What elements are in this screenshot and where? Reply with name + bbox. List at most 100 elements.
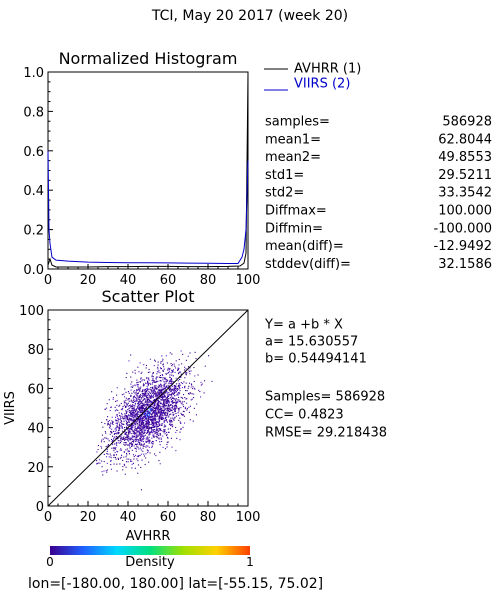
scatter-point: [150, 402, 152, 404]
scatter-point: [163, 385, 165, 387]
scatter-point: [179, 439, 181, 441]
scatter-point: [141, 415, 143, 417]
scatter-point: [134, 415, 136, 417]
scatter-point: [152, 407, 154, 409]
scatter-point: [148, 382, 150, 384]
scatter-point: [119, 425, 121, 427]
scatter-point: [120, 424, 122, 426]
scatter-point: [132, 426, 134, 428]
scatter-point: [130, 406, 132, 408]
scatter-point: [188, 385, 190, 387]
scatter-point: [188, 392, 190, 394]
scatter-point: [162, 405, 164, 407]
scatter-point: [162, 394, 164, 396]
scatter-point: [177, 368, 179, 370]
scatter-point: [140, 449, 142, 451]
scatter-point: [142, 445, 144, 447]
scatter-point: [178, 410, 180, 412]
scatter-point: [125, 406, 127, 408]
stat-value: 100.000: [438, 204, 492, 219]
scatter-point: [138, 435, 140, 437]
scatter-point: [151, 431, 153, 433]
scatter-point: [162, 358, 164, 360]
scatter-point: [162, 413, 164, 415]
scatter-point: [154, 421, 156, 423]
scatter-point: [153, 412, 155, 414]
scatter-point: [139, 400, 141, 402]
scatter-point: [111, 440, 113, 442]
scatter-point: [153, 417, 155, 419]
scatter-point: [160, 383, 162, 385]
scatter-point: [129, 442, 131, 444]
scatter-point: [150, 389, 152, 391]
scatter-point: [146, 426, 148, 428]
scatter-point: [142, 406, 144, 408]
scatter-point: [142, 450, 144, 452]
scatter-point: [146, 412, 148, 414]
scatter-point: [109, 427, 111, 429]
scatter-point: [163, 431, 165, 433]
scatter-point: [138, 389, 140, 391]
scatter-point: [156, 394, 158, 396]
scatter-point: [156, 408, 158, 410]
scatter-point: [127, 450, 129, 452]
scatter-point: [113, 450, 115, 452]
scatter-point: [139, 406, 141, 408]
scatter-point: [151, 395, 153, 397]
scatter-point: [163, 403, 165, 405]
scatter-point: [142, 395, 144, 397]
scatter-point: [152, 441, 154, 443]
scatter-point: [144, 431, 146, 433]
scatter-point: [132, 430, 134, 432]
scatter-point: [114, 430, 116, 432]
scatter-point: [125, 426, 127, 428]
scatter-point: [149, 388, 151, 390]
scatter-point: [148, 461, 150, 463]
scatter-point: [138, 420, 140, 422]
scatter-point: [113, 433, 115, 435]
scatter-point: [158, 460, 160, 462]
scatter-point: [146, 406, 148, 408]
scatter-point: [164, 409, 166, 411]
scatter-point: [120, 420, 122, 422]
scatter-point: [182, 426, 184, 428]
scatter-point: [159, 380, 161, 382]
scatter-point: [164, 412, 166, 414]
scatter-point: [143, 384, 145, 386]
scatter-point: [130, 438, 132, 440]
scatter-point: [157, 418, 159, 420]
scatter-point: [159, 429, 161, 431]
scatter-point: [169, 407, 171, 409]
scatter-point: [157, 399, 159, 401]
scatter-point: [140, 423, 142, 425]
scatter-point: [208, 355, 210, 357]
scatter-point: [158, 420, 160, 422]
scatter-point: [108, 456, 110, 458]
scatter-point: [140, 421, 142, 423]
scatter-point: [143, 405, 145, 407]
scatter-point: [105, 432, 107, 434]
scatter-point: [146, 417, 148, 419]
scatter-point: [146, 402, 148, 404]
scatter-x-tick-label: 20: [80, 510, 97, 525]
scatter-point: [123, 423, 125, 425]
scatter-point: [184, 377, 186, 379]
scatter-point: [167, 408, 169, 410]
regression-rmse: RMSE= 29.218438: [265, 426, 387, 441]
scatter-point: [146, 390, 148, 392]
scatter-point: [153, 420, 155, 422]
scatter-point: [134, 426, 136, 428]
scatter-point: [123, 402, 125, 404]
scatter-point: [200, 384, 202, 386]
scatter-point: [140, 397, 142, 399]
scatter-point: [151, 422, 153, 424]
scatter-point: [160, 402, 162, 404]
scatter-point: [122, 439, 124, 441]
scatter-point: [158, 406, 160, 408]
scatter-point: [132, 404, 134, 406]
scatter-point: [165, 378, 167, 380]
scatter-point: [135, 430, 137, 432]
scatter-point: [172, 364, 174, 366]
scatter-point: [96, 463, 98, 465]
